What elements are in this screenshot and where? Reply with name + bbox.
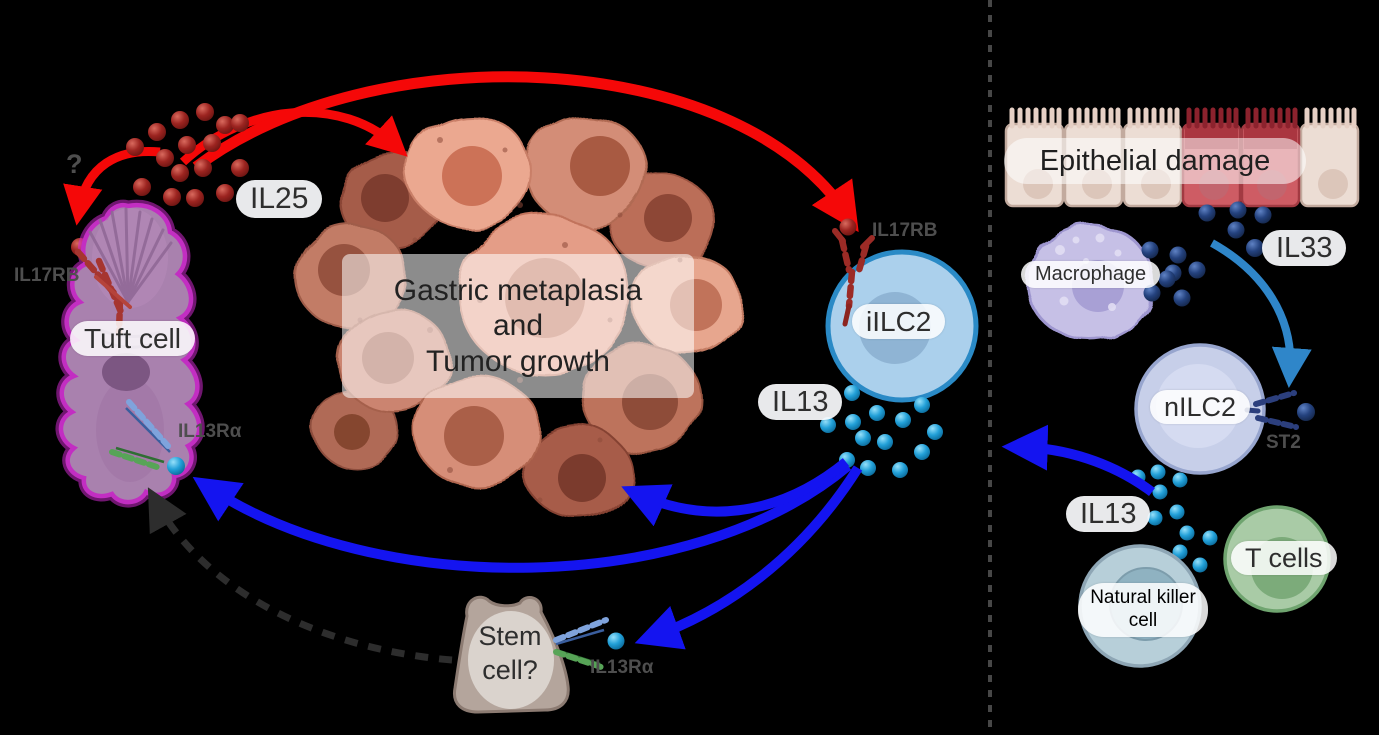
il17rb-iilc2-label: IL17RB bbox=[872, 220, 938, 241]
tuft-cell-label: Tuft cell bbox=[70, 321, 195, 357]
il13-molecule-bound-stem bbox=[607, 632, 625, 650]
il13-arrow-to-stem-cell bbox=[634, 465, 863, 650]
nk-cell-label: Natural killer cell bbox=[1078, 583, 1208, 637]
macrophage-label: Macrophage bbox=[1021, 261, 1161, 288]
tumor-label-box: Gastric metaplasia and Tumor growth bbox=[342, 254, 694, 398]
il25-molecules bbox=[71, 103, 249, 256]
red-arrow-il25-to-iilc2 bbox=[192, 71, 859, 233]
epithelial-damage-label: Epithelial damage bbox=[1004, 138, 1306, 184]
stem-label-line2: cell? bbox=[482, 654, 538, 685]
il13-molecule-bound-tuft bbox=[167, 457, 185, 475]
il13-arrow-right-to-left-panel bbox=[1001, 424, 1155, 497]
stem-label-line1: Stem bbox=[478, 621, 542, 651]
il13-arrow-to-tuft bbox=[192, 462, 852, 573]
red-arrow-il25-to-tuft bbox=[63, 146, 161, 226]
il13ra-receptor-tuft bbox=[109, 399, 185, 475]
tumor-label-line2: and bbox=[492, 309, 544, 343]
il17rb-tuft-label: IL17RB bbox=[14, 265, 80, 286]
il13-molecules-left bbox=[820, 385, 943, 478]
il25-label: IL25 bbox=[236, 180, 323, 218]
il13ra-tuft-label: IL13Rα bbox=[178, 421, 242, 442]
il33-molecule-bound bbox=[1297, 403, 1315, 421]
tuft-cilia bbox=[88, 207, 173, 304]
il13ra-stem-label: IL13Rα bbox=[590, 657, 654, 678]
tumor-label-line1: Gastric metaplasia bbox=[393, 273, 643, 307]
il13-right-label: IL13 bbox=[1066, 496, 1151, 533]
il33-molecules bbox=[1141, 201, 1272, 307]
nk-label-line1: Natural killer bbox=[1090, 587, 1196, 608]
il13-arrow-to-tumor bbox=[621, 458, 850, 527]
il17rb-receptor-iilc2 bbox=[832, 228, 875, 327]
st2-label: ST2 bbox=[1266, 432, 1301, 453]
il25-molecule-bound-iilc2 bbox=[839, 218, 857, 236]
il13ra-receptor-stem bbox=[553, 617, 625, 671]
nk-label-line2: cell bbox=[1128, 609, 1158, 631]
dashed-arrow-stem-to-tuft bbox=[147, 487, 453, 664]
il13-left-label: IL13 bbox=[758, 384, 843, 421]
il33-arrow-to-nilc2 bbox=[1210, 239, 1312, 388]
tumor-label-line3: Tumor growth bbox=[426, 344, 610, 378]
stem-cell-graphic bbox=[452, 595, 625, 714]
il33-label: IL33 bbox=[1262, 230, 1347, 267]
t-cells-label: T cells bbox=[1231, 541, 1337, 576]
stem-cell-label: Stem cell? bbox=[458, 620, 562, 688]
nilc2-label: nILC2 bbox=[1150, 390, 1251, 425]
question-mark-label: ? bbox=[66, 149, 83, 179]
iilc2-label: iILC2 bbox=[852, 304, 946, 340]
